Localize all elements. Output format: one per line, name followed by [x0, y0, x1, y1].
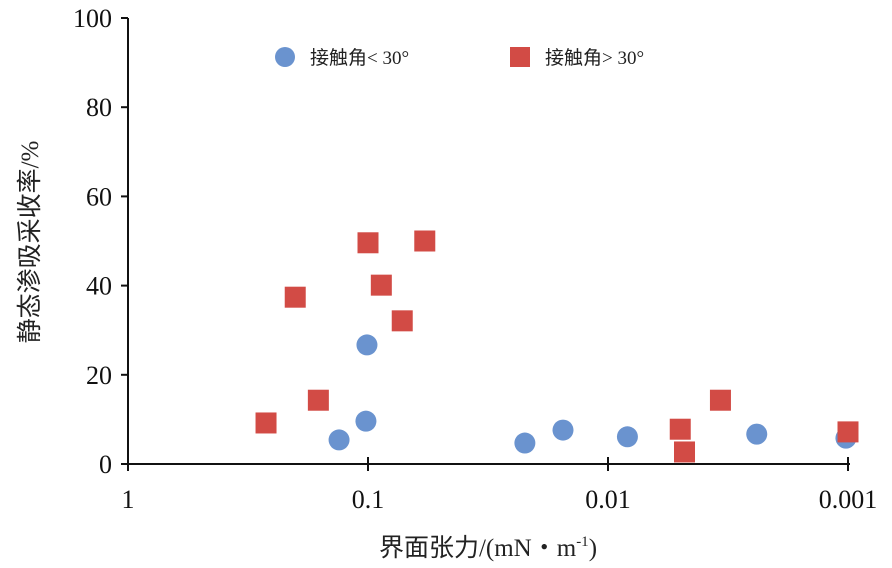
y-tick-label: 80 [86, 93, 112, 122]
y-tick-label: 100 [73, 4, 112, 33]
x-axis-title-end: ) [589, 535, 597, 562]
axes [127, 18, 850, 465]
data-point-square [709, 389, 731, 411]
data-point-circle [328, 429, 350, 451]
y-tick-label: 40 [86, 272, 112, 301]
data-point-square [391, 310, 413, 332]
data-point-square [357, 232, 379, 254]
x-axis-title: 界面张力/(mN・m-1) [379, 534, 597, 562]
data-point-circle [355, 410, 377, 432]
data-point-square [837, 421, 859, 443]
legend-label-series-1: 接触角< 30° [310, 47, 409, 69]
data-point-square [669, 418, 691, 440]
data-point-circle [356, 334, 378, 356]
data-point-square [307, 389, 329, 411]
data-point-circle [616, 426, 638, 448]
x-axis-title-main: 界面张力/(mN・m [379, 534, 577, 562]
data-point-circle [746, 423, 768, 445]
data-point-circle [552, 419, 574, 441]
x-axis-title-sup: -1 [576, 534, 589, 550]
data-point-circle [514, 432, 536, 454]
x-tick-label: 0.1 [352, 485, 385, 514]
y-tick-label: 60 [86, 182, 112, 211]
data-point-square [284, 286, 306, 308]
legend-label-series-2: 接触角> 30° [545, 47, 644, 69]
x-tick-label: 0.01 [585, 485, 631, 514]
data-point-square [674, 441, 696, 463]
y-tick-label: 20 [86, 361, 112, 390]
data-point-square [370, 274, 392, 296]
data-point-square [255, 412, 277, 434]
legend: 接触角< 30° 接触角> 30° [275, 47, 644, 69]
legend-marker-circle [275, 47, 295, 67]
legend-marker-square [510, 47, 530, 67]
y-axis-title: 静态渗吸采收率/% [16, 141, 44, 344]
x-tick-label: 0.001 [819, 485, 878, 514]
data-point-square [414, 230, 436, 252]
x-tick-label: 1 [122, 485, 135, 514]
y-tick-label: 0 [99, 450, 112, 479]
